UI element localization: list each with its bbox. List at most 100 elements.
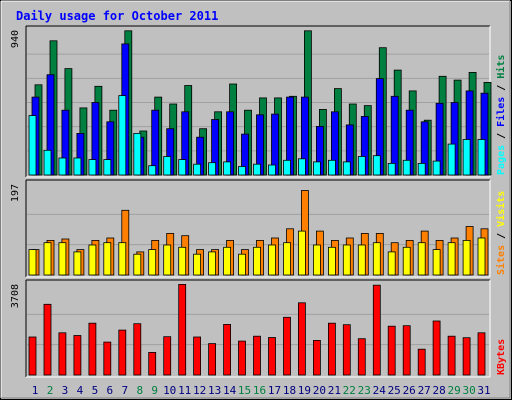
hits-legend: Pages / Files / Hits (495, 55, 507, 175)
legend-separator: / (496, 127, 507, 145)
hits-bar-pages (372, 155, 381, 176)
sites-bar-visits (178, 246, 187, 276)
sites-bar-visits (193, 253, 202, 276)
hits-bar-pages (133, 132, 142, 176)
x-tick-label: 15 (238, 384, 251, 397)
legend-separator: / (496, 79, 507, 97)
x-tick-label: 25 (388, 384, 401, 397)
sites-bar-visits (238, 253, 246, 276)
sites-bar-visits (268, 244, 276, 276)
hits-bar-pages (148, 165, 157, 176)
hits-bar-pages (178, 159, 187, 176)
x-tick-label: 30 (462, 384, 475, 397)
hits-bar-pages (447, 143, 456, 176)
sites-bar-visits (297, 230, 306, 276)
sites-panel: 197 Sites / Visits (10, 179, 507, 278)
x-tick-label: 27 (418, 384, 431, 397)
kbytes-bar-kbytes (28, 336, 37, 376)
sites-bar-visits (118, 242, 127, 276)
hits-bar-pages (223, 161, 232, 176)
x-tick-label: 2 (47, 384, 54, 397)
legend-item: KBytes (496, 339, 507, 375)
legend-item: Hits (495, 55, 507, 79)
legend-item: Files (495, 97, 507, 127)
hits-bar-pages (402, 159, 411, 176)
x-tick-label: 4 (77, 384, 84, 397)
hits-bar-pages (387, 162, 396, 176)
sites-bar-visits (208, 251, 217, 276)
hits-bar-pages (193, 163, 202, 176)
hits-bar-pages (312, 161, 321, 176)
hits-bar-pages (327, 159, 336, 176)
hits-bar-pages (432, 160, 441, 176)
x-tick-label: 29 (447, 384, 460, 397)
x-tick-label: 5 (92, 384, 99, 397)
hits-bar-pages (297, 158, 306, 176)
sites-bar-visits (148, 249, 157, 276)
sites-bar-visits (402, 246, 411, 276)
hits-bar-pages (342, 161, 351, 176)
hits-bar-pages (208, 162, 217, 176)
kbytes-bar-kbytes (238, 340, 246, 376)
sites-bar-visits (462, 239, 471, 276)
x-tick-label: 23 (358, 384, 371, 397)
legend-item: Sites (495, 245, 507, 275)
hits-bar-pages (357, 156, 366, 176)
x-axis-labels: 1 2 3 4 5 6 7 8 9 10 11 12 13 14 15 16 17 18 19 20 21 22 23 24 2… (32, 384, 491, 397)
sites-bar-visits (223, 246, 232, 276)
x-tick-label: 9 (151, 384, 158, 397)
sites-bar-visits (357, 244, 366, 276)
hits-panel: 940 Pages / Files / Hits (10, 25, 507, 178)
hits-bar-pages (417, 162, 426, 176)
x-tick-label: 1 (32, 384, 39, 397)
hits-bar-pages (28, 115, 37, 176)
kbytes-bar-kbytes (88, 322, 97, 376)
x-tick-label: 24 (373, 384, 387, 397)
x-tick-label: 20 (313, 384, 326, 397)
sites-bar-visits (477, 237, 486, 276)
kbytes-bar-kbytes (312, 339, 321, 376)
chart-title: Daily usage for October 2011 (16, 9, 218, 23)
kbytes-bar-kbytes (148, 351, 157, 376)
kbytes-bar-kbytes (73, 335, 82, 376)
sites-bar-visits (73, 251, 82, 276)
kbytes-bar-kbytes (432, 320, 441, 376)
x-tick-label: 12 (193, 384, 206, 397)
sites-legend: Sites / Visits (495, 191, 507, 275)
kbytes-bar-kbytes (58, 332, 67, 376)
kbytes-bar-kbytes (178, 283, 187, 376)
hits-bar-pages (58, 157, 67, 176)
chart-panels: 940 Pages / Files / Hits 197 Sites / Visits… (10, 25, 507, 378)
x-tick-label: 7 (121, 384, 128, 397)
kbytes-y-max-label: 3708 (10, 284, 21, 308)
x-tick-label: 17 (268, 384, 281, 397)
x-tick-label: 10 (163, 384, 176, 397)
kbytes-panel: 3708 KBytes (10, 279, 507, 378)
kbytes-bar-kbytes (417, 348, 426, 376)
sites-bar-visits (28, 249, 37, 276)
kbytes-bar-kbytes (103, 341, 112, 376)
kbytes-legend: KBytes (496, 339, 507, 375)
kbytes-bar-kbytes (372, 284, 381, 376)
x-tick-label: 31 (477, 384, 490, 397)
kbytes-bar-kbytes (462, 337, 471, 376)
x-tick-label: 3 (62, 384, 69, 397)
x-tick-label: 18 (283, 384, 296, 397)
kbytes-bar-kbytes (208, 343, 217, 376)
kbytes-bar-kbytes (327, 322, 336, 376)
sites-bar-visits (432, 249, 441, 276)
kbytes-bar-kbytes (342, 324, 351, 376)
sites-bar-visits (372, 242, 381, 276)
sites-bar-visits (58, 242, 67, 276)
sites-y-max-label: 197 (10, 184, 21, 202)
sites-bar-visits (43, 242, 52, 276)
hits-bar-pages (73, 157, 82, 176)
x-tick-label: 14 (223, 384, 237, 397)
sites-bar-visits (163, 244, 172, 276)
legend-item: Pages (496, 145, 507, 175)
x-tick-label: 26 (403, 384, 416, 397)
hits-bar-pages (268, 164, 276, 176)
kbytes-bar-kbytes (447, 335, 456, 376)
